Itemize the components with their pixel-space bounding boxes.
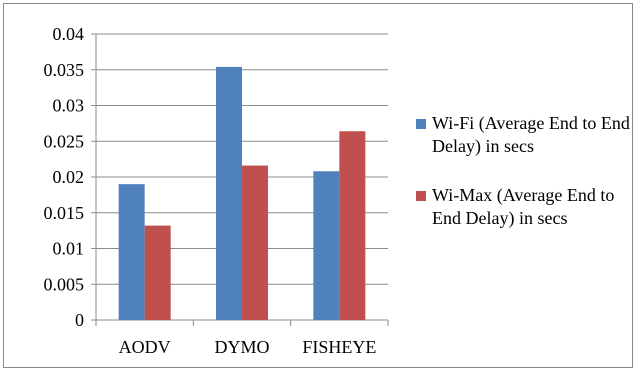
legend: Wi-Fi (Average End to End Delay) in secs… xyxy=(416,112,631,256)
bar-wifi-dymo xyxy=(216,66,242,320)
legend-label-wifi: Wi-Fi (Average End to End Delay) in secs xyxy=(432,113,630,156)
legend-swatch-wimax xyxy=(416,191,426,201)
x-category-label: FISHEYE xyxy=(302,337,376,357)
y-tick-label: 0.01 xyxy=(53,239,85,259)
y-tick-label: 0.02 xyxy=(53,167,85,187)
y-tick-label: 0.03 xyxy=(53,96,85,116)
y-tick-label: 0.035 xyxy=(44,60,85,80)
bar-wifi-fisheye xyxy=(313,171,340,320)
x-category-label: DYMO xyxy=(214,337,269,357)
y-tick-label: 0.025 xyxy=(44,131,85,151)
y-tick-label: 0.04 xyxy=(53,24,85,44)
x-category-label: AODV xyxy=(119,337,171,357)
bar-wimax-fisheye xyxy=(339,131,366,320)
bar-wimax-aodv xyxy=(144,225,171,320)
legend-swatch-wifi xyxy=(416,119,426,129)
legend-label-wimax: Wi-Max (Average End to End Delay) in sec… xyxy=(432,185,615,228)
bar-wifi-aodv xyxy=(118,184,145,320)
legend-item-wifi: Wi-Fi (Average End to End Delay) in secs xyxy=(416,112,631,158)
legend-item-wimax: Wi-Max (Average End to End Delay) in sec… xyxy=(416,184,631,230)
bar-wimax-dymo xyxy=(242,165,268,320)
y-tick-label: 0 xyxy=(75,310,84,330)
y-tick-label: 0.005 xyxy=(44,274,85,294)
y-tick-label: 0.015 xyxy=(44,203,85,223)
